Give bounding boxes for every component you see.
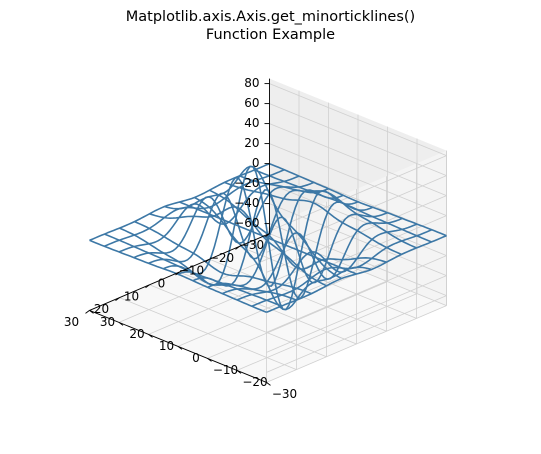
grid-y-floor bbox=[207, 281, 388, 359]
grid-z-left bbox=[269, 83, 447, 156]
grid-z-right bbox=[266, 275, 447, 353]
grid-z-right bbox=[266, 295, 447, 373]
z-tick-label: −60 bbox=[234, 216, 259, 230]
wire-line-y bbox=[89, 162, 270, 242]
chart-title-line-2: Function Example bbox=[205, 27, 336, 43]
x-tick-label: 20 bbox=[94, 302, 109, 316]
wire-line-y bbox=[148, 187, 329, 265]
x-tick-label: −20 bbox=[209, 251, 234, 265]
x-tick-label: −10 bbox=[179, 264, 204, 278]
x-tick-label: 30 bbox=[64, 315, 79, 329]
y-tick-label: 20 bbox=[129, 327, 144, 341]
x-tick-label: −30 bbox=[239, 238, 264, 252]
chart-title-line-1: Matplotlib.axis.Axis.get_minorticklines(… bbox=[125, 9, 416, 25]
z-tick-label: −40 bbox=[234, 196, 259, 210]
y-tick-label: 30 bbox=[100, 315, 115, 329]
wire-line-y bbox=[221, 217, 403, 295]
z-tick-label: −20 bbox=[234, 176, 259, 190]
wire-line-y bbox=[104, 169, 285, 247]
z-tick-label: 60 bbox=[244, 96, 259, 110]
grid-z-left bbox=[269, 103, 447, 176]
wire-line-y bbox=[207, 211, 388, 289]
grid-z-right bbox=[266, 255, 447, 333]
wire-line-y bbox=[251, 229, 433, 307]
axis-ticks: 806040200−20−40−60−30−20−100102030−30−20… bbox=[64, 76, 297, 401]
y-tick-mark bbox=[236, 370, 242, 374]
y-tick-label: −20 bbox=[242, 375, 267, 389]
grid-y-floor bbox=[266, 305, 447, 383]
x-tick-mark bbox=[175, 271, 180, 276]
z-tick-label: 20 bbox=[244, 136, 259, 150]
grid-z-left bbox=[269, 143, 447, 216]
x-tick-mark bbox=[115, 297, 120, 301]
y-tick-label: −30 bbox=[272, 387, 297, 401]
x-tick-mark bbox=[265, 233, 270, 237]
grid-y-floor bbox=[177, 269, 359, 347]
grid-z-right bbox=[266, 195, 447, 273]
x-tick-label: 10 bbox=[124, 289, 139, 303]
z-tick-label: 0 bbox=[252, 156, 260, 170]
z-tick-label: 80 bbox=[244, 76, 259, 90]
wire-line-y bbox=[133, 181, 315, 259]
grid-z-left bbox=[269, 123, 447, 196]
z-tick-label: 40 bbox=[244, 116, 259, 130]
y-tick-mark bbox=[148, 334, 153, 338]
wire-line-y bbox=[118, 175, 300, 253]
x-tick-mark bbox=[205, 258, 210, 263]
grid-y-floor bbox=[236, 293, 418, 371]
y-tick-mark bbox=[266, 382, 271, 386]
y-tick-mark bbox=[118, 322, 124, 326]
y-tick-label: 10 bbox=[159, 339, 174, 353]
y-tick-mark bbox=[207, 358, 212, 362]
wire-line-y bbox=[163, 177, 344, 287]
grid-y-floor bbox=[148, 257, 329, 335]
x-tick-label: 0 bbox=[158, 277, 166, 291]
y-tick-mark bbox=[177, 346, 183, 350]
x-tick-mark bbox=[145, 284, 150, 289]
y-tick-mark bbox=[89, 310, 94, 314]
grid-z-left bbox=[269, 203, 447, 276]
x-tick-mark bbox=[85, 310, 90, 314]
chart-title: Matplotlib.axis.Axis.get_minorticklines(… bbox=[0, 8, 541, 44]
wire-line-y bbox=[266, 234, 447, 314]
y-tick-label: −10 bbox=[213, 363, 238, 377]
wireframe-surface bbox=[89, 162, 447, 314]
grid-z-left bbox=[269, 183, 447, 256]
y-tick-label: 0 bbox=[192, 351, 200, 365]
x-tick-mark bbox=[235, 246, 240, 250]
grid-z-right bbox=[266, 155, 447, 233]
